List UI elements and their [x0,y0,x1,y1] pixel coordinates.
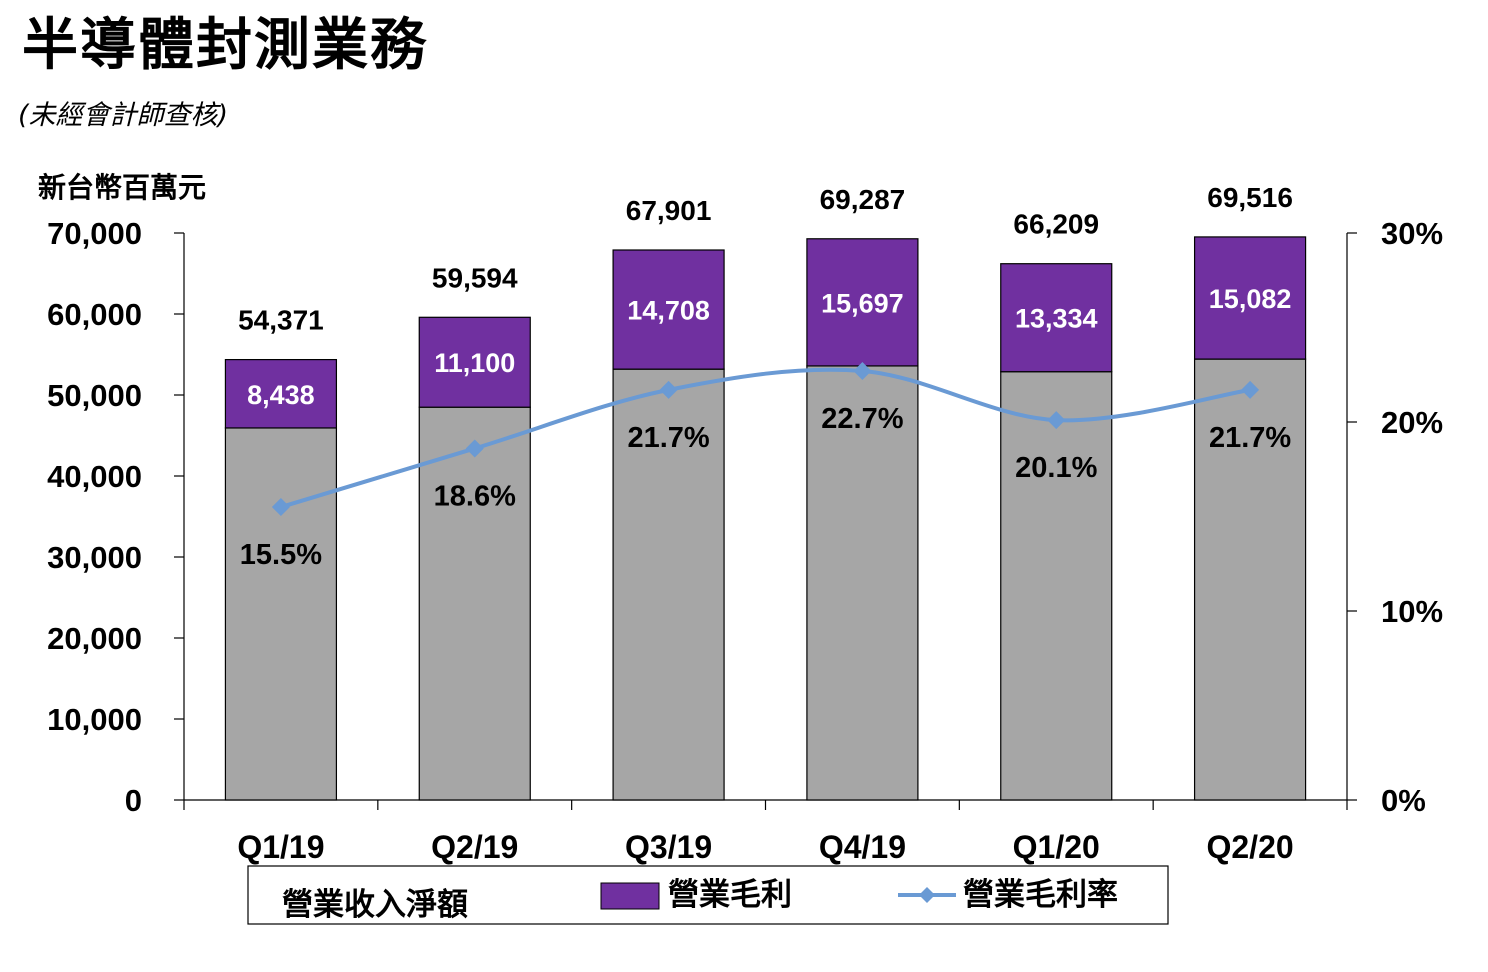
data-label-gross-margin: 22.7% [821,403,903,435]
bar-revenue [224,427,338,801]
bar-gross-profit [418,316,531,408]
data-label-gross-margin: 18.6% [434,480,516,512]
y-tick-label-left: 10,000 [47,702,142,737]
legend-label-gross-profit: 營業毛利 [668,877,792,913]
data-label-gross-profit: 15,082 [1209,284,1292,314]
bar-gross-profit [1000,263,1113,373]
y-tick-label-left: 30,000 [47,540,142,575]
x-tick-label: Q4/19 [819,829,906,865]
y-tick-label-right: 10% [1381,594,1443,629]
legend-marker-margin [919,887,935,903]
y-tick-label-left: 70,000 [47,216,142,251]
legend-label-revenue: 營業收入淨額 [282,887,468,923]
data-label-total: 67,901 [626,195,712,226]
y-tick-label-left: 40,000 [47,459,142,494]
legend-swatch-gross-profit [600,882,660,910]
data-label-total: 69,287 [820,184,906,215]
marker-gross-margin [1241,380,1260,399]
data-label-gross-profit: 15,697 [821,288,904,318]
x-tick-label: Q1/20 [1013,829,1100,865]
marker-gross-margin [1047,411,1066,430]
data-label-total: 54,371 [238,305,324,336]
bar-gross-profit [224,358,338,429]
bar-revenue [1000,371,1113,801]
data-label-gross-profit: 11,100 [434,348,515,378]
marker-gross-margin [465,439,484,458]
y-tick-label-left: 60,000 [47,297,142,332]
data-label-total: 59,594 [432,262,518,293]
bar-revenue [418,406,531,801]
data-label-total: 66,209 [1013,209,1099,240]
bar-gross-profit [612,249,725,370]
line-gross-margin [280,367,1251,509]
bar-revenue [1193,358,1307,801]
bar-revenue [806,365,919,801]
data-label-gross-profit: 8,438 [247,380,315,410]
marker-gross-margin [659,380,678,399]
y-tick-label-right: 0% [1381,783,1426,818]
y-tick-label-right: 20% [1381,405,1443,440]
data-label-total: 69,516 [1207,182,1293,213]
legend-box [247,865,1169,925]
y-axis-unit-label: 新台幣百萬元 [38,171,206,204]
data-label-gross-margin: 21.7% [1209,422,1291,454]
marker-gross-margin [853,361,872,380]
marker-gross-margin [271,498,290,517]
legend-label-margin: 營業毛利率 [963,877,1118,913]
x-tick-label: Q2/19 [431,829,518,865]
x-tick-label: Q1/19 [237,829,324,865]
y-tick-label-left: 20,000 [47,621,142,656]
bar-gross-profit [806,238,919,367]
data-label-gross-profit: 13,334 [1015,304,1098,334]
y-tick-label-left: 0 [125,783,142,818]
plot-area: 0 10,000 20,000 30,000 40,000 50,000 60,000 70,… [47,182,1443,865]
y-tick-label-right: 30% [1381,216,1443,251]
x-tick-label: Q3/19 [625,829,712,865]
data-label-gross-margin: 15.5% [240,539,322,571]
bar-gross-profit [1193,236,1307,360]
x-tick-label: Q2/20 [1206,829,1293,865]
page-subtitle: (未經會計師查核) [18,100,229,131]
y-tick-label-left: 50,000 [47,378,142,413]
legend: 營業收入淨額 營業毛利 營業毛利率 [247,865,1169,925]
bar-revenue [612,368,725,801]
page-title: 半導體封測業務 [22,13,428,78]
data-label-gross-profit: 14,708 [627,296,710,326]
data-label-gross-margin: 20.1% [1015,452,1097,484]
data-label-gross-margin: 21.7% [627,422,709,454]
